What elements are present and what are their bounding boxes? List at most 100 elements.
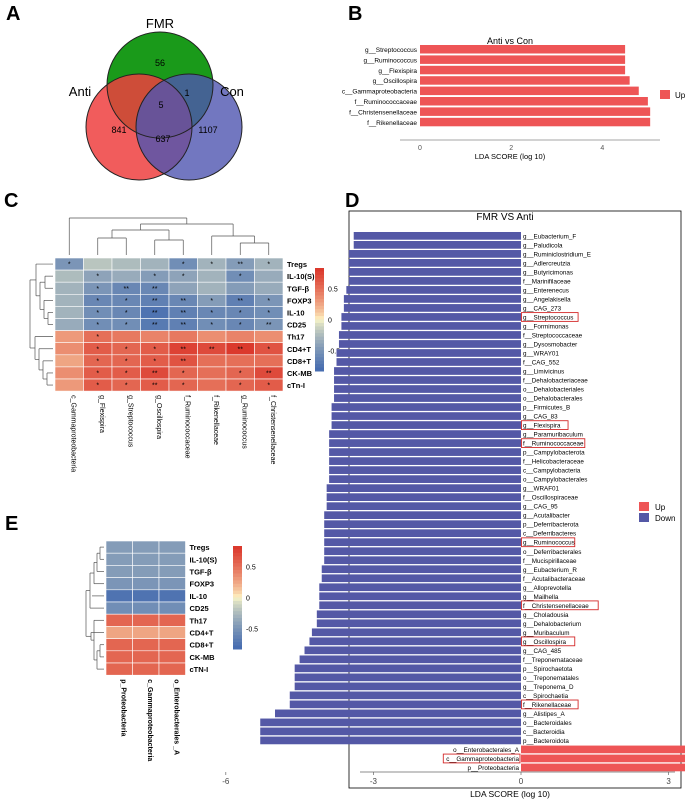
significance-mark: ** — [181, 298, 187, 305]
legend-label-up: Up — [655, 503, 666, 512]
bar-label: p__Spirochaetota — [523, 666, 573, 673]
significance-mark: ** — [152, 370, 158, 377]
chart-e-colorbar-segment — [233, 604, 242, 609]
bar — [329, 430, 521, 438]
bar — [341, 313, 521, 321]
bar-label: g__Oscillospira — [523, 639, 567, 646]
venn-count-anti-only: 841 — [111, 125, 126, 135]
bar-label: c__Campylobacteria — [523, 468, 581, 475]
heatmap-cell — [105, 540, 133, 554]
heatmap-cell — [54, 366, 84, 380]
bar-label: c__Gammaproteobacteria — [342, 89, 418, 96]
x-axis-title: LDA SCORE (log 10) — [475, 152, 546, 161]
heatmap-cell — [105, 577, 133, 591]
bar — [420, 45, 626, 54]
bar-label: g__Treponema_D — [523, 684, 574, 691]
chart-c-colorbar-segment — [315, 357, 324, 362]
significance-mark: ** — [152, 383, 158, 390]
heatmap-cell — [105, 589, 133, 603]
bar-label: f__Mucispirillaceae — [523, 558, 577, 565]
bar-label: g__CAG_485 — [523, 648, 562, 655]
bar — [334, 367, 521, 375]
row-label: Tregs — [287, 260, 307, 269]
chart-e-colorbar-tick: 0 — [246, 596, 250, 603]
bar — [329, 457, 521, 465]
significance-mark: ** — [124, 286, 130, 293]
bar — [348, 268, 521, 276]
chart-e-colorbar-segment — [233, 645, 242, 650]
bar-label: f__Oscillospiraceae — [523, 495, 578, 502]
bar — [420, 86, 639, 96]
venn-count-con-only: 1107 — [198, 125, 217, 135]
bar-label: c__Spirochaetia — [523, 693, 569, 700]
lda-chart-anti-vs-con: Anti vs Con g__Streptococcus g__Ruminococc… — [342, 36, 685, 161]
heatmap-cell — [158, 552, 186, 566]
bar — [329, 466, 521, 474]
heatmap-cell — [54, 269, 84, 283]
column-label: f_Ruminococcaceae — [183, 395, 190, 459]
bar-label: f__CAG_552 — [523, 360, 560, 367]
bar — [326, 484, 521, 492]
bar — [324, 529, 521, 538]
heatmap-cell — [158, 626, 186, 639]
chart-e-colorbar-segment — [233, 618, 242, 623]
chart-e-colorbar-segment — [233, 642, 242, 647]
heatmap-cell — [197, 366, 227, 380]
heatmap-cell — [132, 565, 160, 578]
chart-c-colorbar-segment — [315, 281, 324, 286]
legend-label-down: Down — [655, 514, 675, 523]
bar — [331, 403, 521, 411]
highlight-box — [521, 537, 576, 548]
significance-mark: ** — [209, 346, 215, 353]
bar — [343, 295, 521, 303]
row-label: FOXP3 — [190, 580, 215, 589]
heatmap-cell — [158, 589, 186, 603]
bar-label: g__Eubacterium_R — [523, 567, 577, 574]
heatmap-cell — [105, 552, 133, 566]
heatmap-cell — [54, 293, 84, 307]
significance-mark: * — [182, 274, 185, 281]
bar — [275, 709, 521, 718]
heatmap-cell — [105, 626, 133, 639]
row-label: CD8+T — [190, 641, 214, 650]
significance-mark: ** — [152, 322, 158, 329]
column-label: o_Enterobacterales _A — [172, 679, 179, 755]
chart-c-colorbar-segment — [315, 302, 324, 307]
x-axis-title: LDA SCORE (log 10) — [470, 789, 550, 799]
chart-c-colorbar-segment — [315, 292, 324, 296]
bar-label: g__Oscillospira — [373, 78, 418, 85]
heatmap-cell — [132, 552, 160, 566]
bar — [326, 502, 521, 511]
bar-label: g__Butyricimonas — [523, 269, 573, 276]
heatmap-cell — [158, 540, 186, 554]
chart-c-colorbar-tick: 0 — [328, 318, 332, 325]
heatmap-correlation-e: Tregs IL-10(S) TGF-β FOXP3 IL-10 CD25 Th17 CD4+… — [85, 540, 258, 761]
bar-label: g__Enterenecus — [523, 287, 569, 294]
column-label: g_Flexispira — [98, 395, 105, 433]
bar — [420, 65, 626, 75]
bar-label: f__Dehalobacteriaceae — [523, 378, 588, 385]
chart-c-colorbar-segment — [315, 326, 324, 331]
heatmap-cell — [158, 601, 186, 615]
venn-label-con: Con — [220, 84, 244, 99]
bar-label: g__Ruminococcus — [523, 540, 575, 547]
column-label: c_Gammaproteobacteria — [69, 395, 76, 472]
heatmap-cell — [158, 662, 186, 676]
bar-label: o__Enterobacterales_A — [453, 747, 520, 754]
chart-c-colorbar-segment — [315, 271, 324, 276]
significance-mark: ** — [181, 322, 187, 329]
heatmap-cell — [158, 638, 186, 652]
significance-mark: ** — [152, 310, 158, 317]
bar-label: o__Bacteroidales — [523, 720, 572, 727]
bar-label: p__Campylobacterota — [523, 450, 585, 457]
heatmap-cell — [254, 378, 284, 392]
x-tick-label: -3 — [370, 777, 378, 786]
venn-count-anti-con: 637 — [155, 134, 170, 144]
heatmap-cell — [197, 354, 227, 368]
row-label: CD8+T — [287, 357, 311, 366]
chart-c-colorbar-segment — [315, 285, 324, 290]
heatmap-cell — [54, 306, 84, 319]
row-label: CK-MB — [190, 653, 216, 662]
bar — [521, 745, 685, 754]
heatmap-cell — [105, 613, 133, 627]
